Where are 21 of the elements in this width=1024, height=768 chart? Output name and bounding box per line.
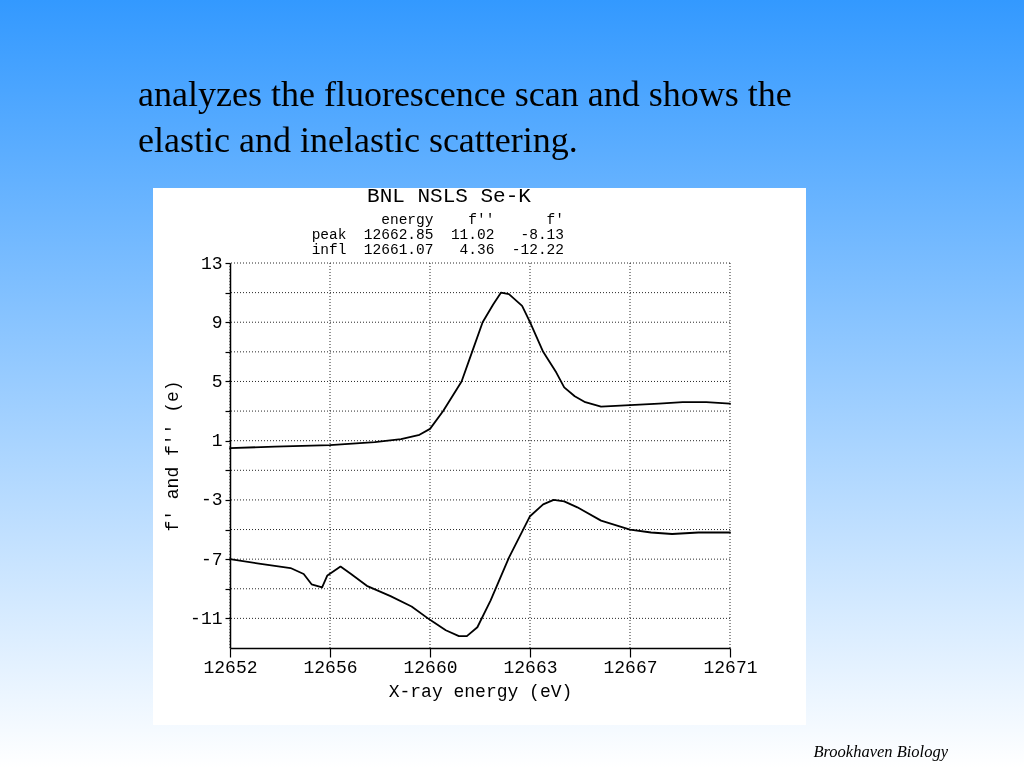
- text: infl 12661.07 4.36 -12.22: [311, 242, 564, 258]
- y-tick-label: -7: [200, 549, 223, 570]
- x-tick-label: 12663: [503, 657, 558, 678]
- y-tick-label: 5: [211, 371, 223, 392]
- x-tick-label: 12671: [703, 657, 758, 678]
- chart-subtitle: BNL NSLS Se-K: [367, 185, 532, 208]
- text: peak 12662.85 11.02 -8.13: [311, 227, 564, 243]
- y-tick-label: 1: [211, 431, 223, 452]
- x-axis-title: X-ray energy (eV): [388, 681, 573, 702]
- x-tick-label: 12667: [603, 657, 658, 678]
- text: energy f'' f': [381, 212, 564, 228]
- chart-title: analyzes the fluorescence scan and shows the elastic and inelastic scattering.: [138, 74, 792, 160]
- x-tick-label: 12652: [203, 657, 258, 678]
- text: Brookhaven Biology: [813, 742, 949, 761]
- y-tick-label: 9: [211, 312, 223, 333]
- x-tick-label: 12660: [403, 657, 458, 678]
- x-tick-label: 12656: [303, 657, 358, 678]
- y-tick-label: 13: [200, 253, 223, 274]
- y-tick-label: -3: [200, 490, 223, 511]
- y-tick-label: -11: [190, 608, 223, 629]
- y-axis-title: f' and f'' (e): [163, 380, 184, 532]
